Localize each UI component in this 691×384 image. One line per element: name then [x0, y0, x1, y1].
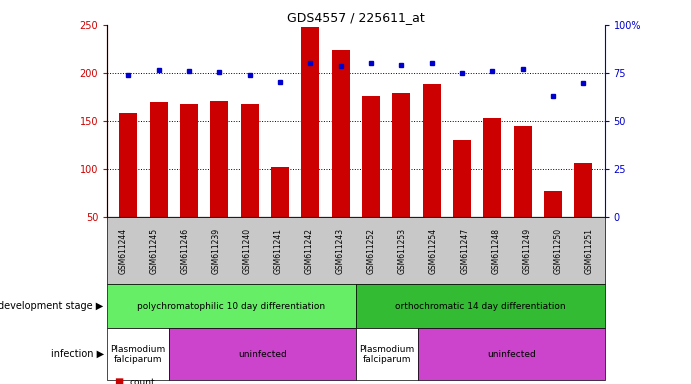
Bar — [362, 96, 380, 217]
Bar — [332, 50, 350, 217]
Text: development stage ▶: development stage ▶ — [0, 301, 104, 311]
Text: GSM611241: GSM611241 — [274, 228, 283, 273]
Bar — [483, 118, 502, 217]
Bar — [180, 104, 198, 217]
Text: orthochromatic 14 day differentiation: orthochromatic 14 day differentiation — [395, 302, 565, 311]
Text: GSM611253: GSM611253 — [398, 227, 407, 274]
Bar — [423, 84, 441, 217]
Bar — [392, 93, 410, 217]
Text: GSM611240: GSM611240 — [243, 227, 252, 274]
Text: GSM611242: GSM611242 — [305, 228, 314, 273]
Text: GSM611250: GSM611250 — [553, 227, 562, 274]
Bar — [210, 101, 229, 217]
Text: Plasmodium
falciparum: Plasmodium falciparum — [359, 344, 415, 364]
Text: GSM611244: GSM611244 — [118, 227, 127, 274]
Text: uninfected: uninfected — [238, 350, 287, 359]
Text: count: count — [129, 377, 155, 384]
Text: GSM611248: GSM611248 — [491, 228, 500, 273]
Text: ■: ■ — [114, 377, 123, 384]
Text: GSM611249: GSM611249 — [522, 227, 531, 274]
Bar — [271, 167, 289, 217]
Title: GDS4557 / 225611_at: GDS4557 / 225611_at — [287, 11, 425, 24]
Text: GSM611245: GSM611245 — [149, 227, 158, 274]
Bar — [544, 191, 562, 217]
Bar — [453, 140, 471, 217]
Bar — [513, 126, 532, 217]
Text: uninfected: uninfected — [487, 350, 536, 359]
Text: Plasmodium
falciparum: Plasmodium falciparum — [111, 344, 166, 364]
Text: GSM611243: GSM611243 — [336, 227, 345, 274]
Text: GSM611254: GSM611254 — [429, 227, 438, 274]
Bar — [149, 102, 168, 217]
Text: polychromatophilic 10 day differentiation: polychromatophilic 10 day differentiatio… — [138, 302, 325, 311]
Text: GSM611252: GSM611252 — [367, 228, 376, 273]
Bar — [301, 27, 319, 217]
Bar — [574, 163, 592, 217]
Bar — [120, 113, 138, 217]
Bar — [240, 104, 259, 217]
Text: GSM611246: GSM611246 — [180, 227, 189, 274]
Text: GSM611247: GSM611247 — [460, 227, 469, 274]
Text: GSM611251: GSM611251 — [585, 228, 594, 273]
Text: GSM611239: GSM611239 — [211, 227, 220, 274]
Text: infection ▶: infection ▶ — [50, 349, 104, 359]
